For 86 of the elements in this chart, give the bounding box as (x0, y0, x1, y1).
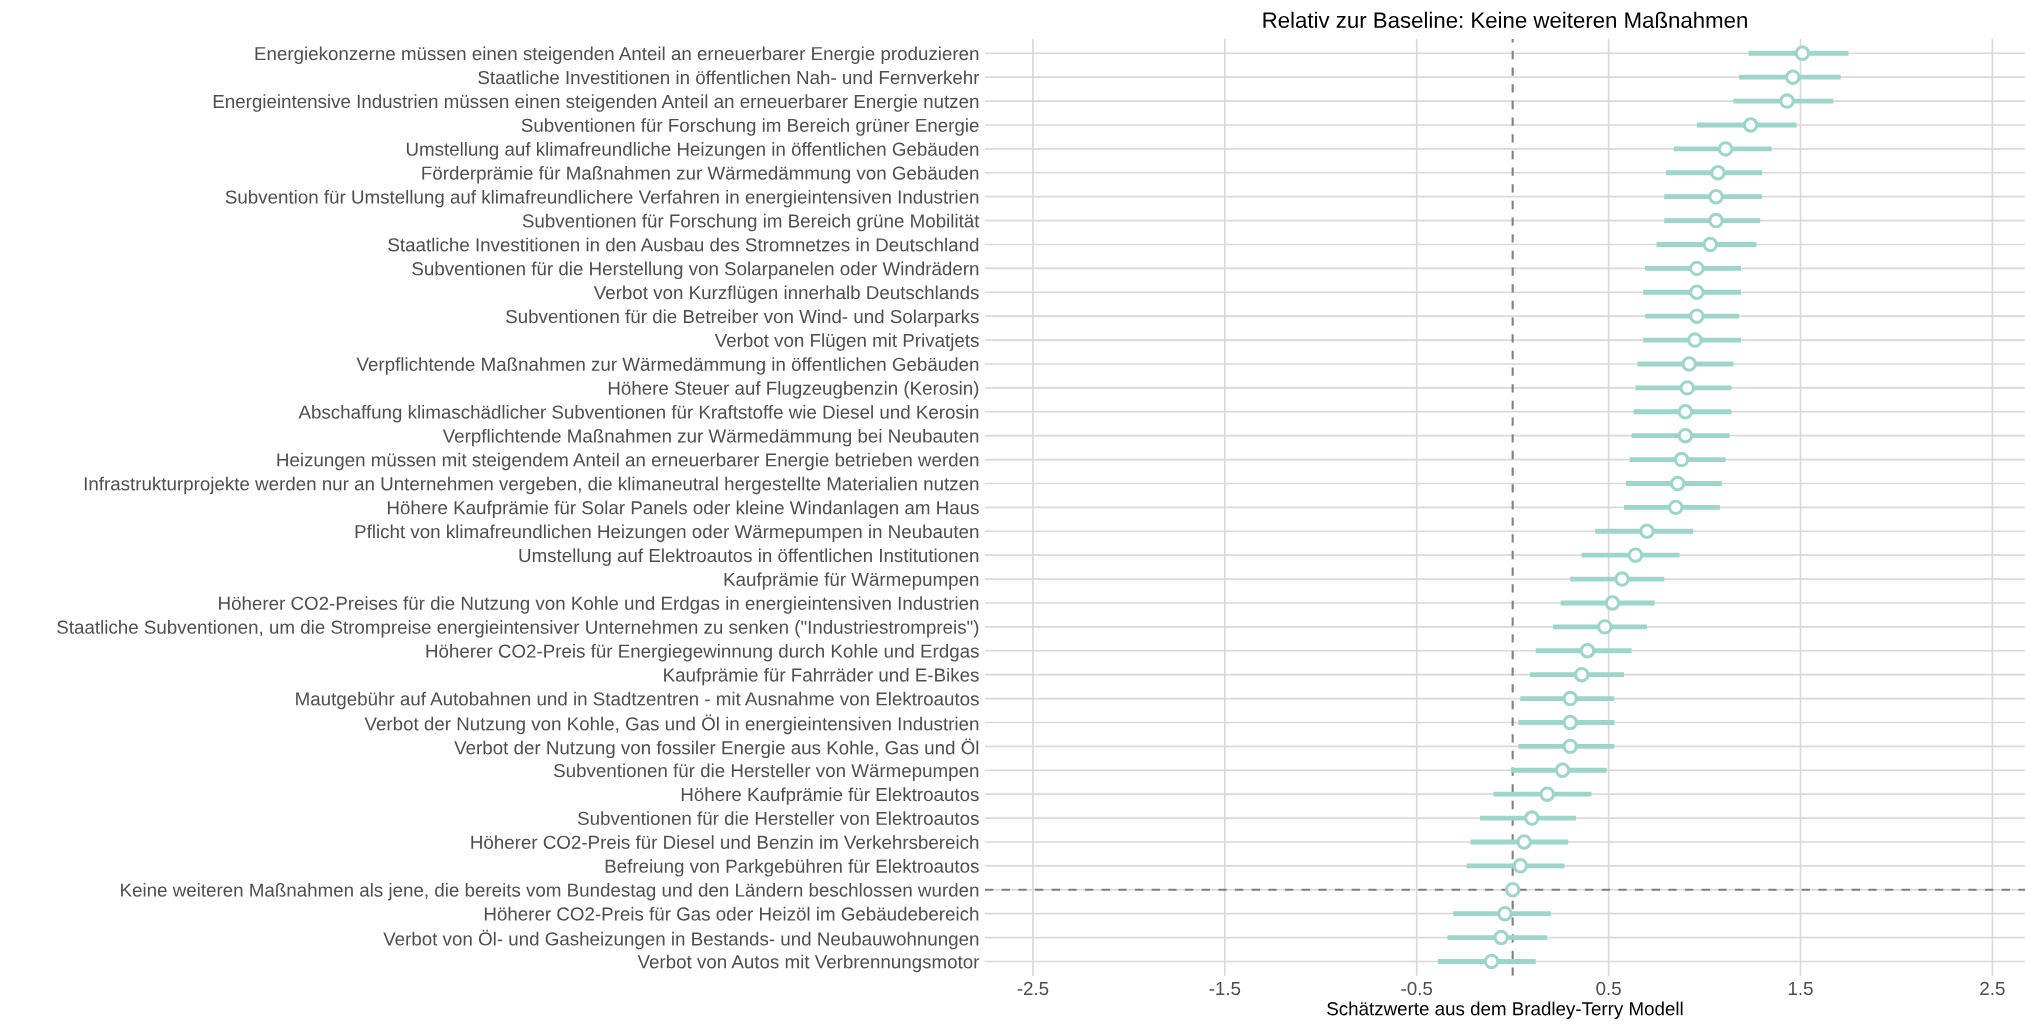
y-tick-label: Subventionen für die Herstellung von Solarpanelen oder Windrädern (412, 261, 979, 280)
y-tick-label: Verbot von Flügen mit Privatjets (714, 333, 979, 351)
point (1785, 69, 1801, 85)
chart-title: Relativ zur Baseline: Keine weiteren Maßnahmen (1263, 11, 1747, 29)
point (1639, 523, 1655, 540)
point (1573, 666, 1590, 683)
point (1717, 141, 1734, 157)
point (1497, 905, 1513, 922)
y-tick-label: Befreiung von Parkgebühren für Elektroautos (605, 859, 979, 877)
x-tick-label: -1.5 (1209, 982, 1241, 996)
point (1677, 427, 1694, 444)
y-tick-label: Höhere Kaufprämie für Solar Panels oder kleine Windanlagen am Haus (387, 500, 979, 519)
y-tick-label: Heizungen müssen mit steigendem Anteil an erneuerbarer Energie betrieben werden (277, 452, 979, 471)
y-tick-label: Staatliche Subventionen, um die Strompreise energieintensiver Unternehmen zu senken ("Industriestrompreis") (57, 620, 979, 638)
point (1539, 786, 1555, 802)
point (1483, 953, 1500, 970)
point (1689, 284, 1705, 301)
point (1516, 834, 1532, 850)
point (1677, 404, 1694, 420)
y-tick-label: Umstellung auf Elektroautos in öffentlichen Institutionen (519, 548, 979, 566)
x-tick-label: -2.5 (1017, 981, 1049, 996)
point (1604, 595, 1621, 611)
point (1597, 619, 1613, 635)
point (1794, 45, 1811, 62)
point (1710, 165, 1726, 181)
point (1779, 93, 1795, 109)
y-tick-label: Subventionen für Forschung im Bereich grüne Mobilität (522, 213, 980, 232)
y-tick-label: Subventionen für die Betreiber von Wind- und Solarparks (506, 309, 979, 327)
y-tick-label: Verbot von Autos mit Verbrennungsmotor (637, 954, 980, 973)
y-tick-label: Verbot von Öl- und Gasheizungen in Bestands- und Neubauwohnungen (383, 929, 979, 950)
y-tick-label: Subvention für Umstellung auf klimafreundlichere Verfahren in energieintensiven Industrien (225, 189, 979, 208)
point (1681, 356, 1697, 372)
x-tick-label: 2.5 (1980, 981, 2005, 996)
y-tick-label: Subventionen für die Hersteller von Wärmepumpen (554, 763, 979, 781)
y-tick-label: Kaufprämie für Fahrräder und E-Bikes (664, 667, 979, 686)
x-tick-label: 0.5 (1596, 981, 1621, 996)
y-tick-label: Verbot von Kurzflügen innerhalb Deutschlands (593, 285, 979, 303)
point (1554, 762, 1571, 779)
y-tick-label: Verbot der Nutzung von Kohle, Gas und Öl in energieintensiven Industrien (364, 714, 979, 735)
y-tick-label: Staatliche Investitionen in den Ausbau des Stromnetzes in Deutschland (388, 237, 979, 252)
y-tick-label: Höherer CO2-Preis für Gas oder Heizöl im Gebäudebereich (484, 906, 979, 921)
x-tick-label: -0.5 (1401, 981, 1433, 996)
y-tick-label: Umstellung auf klimafreundliche Heizungen in öffentlichen Gebäuden (406, 142, 979, 160)
y-tick-label: Keine weiteren Maßnahmen als jene, die bereits vom Bundestag und den Ländern beschlossen wurden (121, 882, 979, 901)
y-tick-label: Energiekonzerne müssen einen steigenden Anteil an erneuerbarer Energie produzieren (255, 46, 979, 64)
y-tick-label: Energieintensive Industrien müssen einen steigenden Anteil an erneuerbarer Energie nutzen (213, 94, 979, 112)
point (1504, 882, 1521, 898)
y-tick-label: Verpflichtende Maßnahmen zur Wärmedämmung bei Neubauten (442, 428, 979, 447)
y-tick-label: Infrastrukturprojekte werden nur an Unternehmen vergeben, die klimaneutral hergestellte Materialien nutzen (84, 476, 979, 495)
y-tick-label: Höherer CO2-Preis für Diesel und Benzin im Verkehrsbereich (471, 835, 979, 849)
point (1742, 117, 1759, 133)
point (1493, 929, 1509, 946)
y-tick-label: Verpflichtende Maßnahmen zur Wärmedämmung in öffentlichen Gebäuden (356, 357, 979, 375)
point (1562, 690, 1578, 707)
y-tick-label: Höherer CO2-Preises für die Nutzung von Kohle und Erdgas in energieintensiven Industrien (219, 596, 979, 614)
point (1614, 571, 1630, 587)
y-tick-label: Subventionen für Forschung im Bereich grüner Energie (521, 118, 979, 136)
point (1702, 236, 1719, 253)
point (1687, 332, 1703, 348)
y-tick-label: Förderprämie für Maßnahmen zur Wärmedämmung von Gebäuden (422, 165, 979, 184)
y-tick-label: Höherer CO2-Preis für Energiegewinnung durch Kohle und Erdgas (426, 643, 979, 662)
y-tick-label: Pflicht von klimafreundlichen Heizungen oder Wärmepumpen in Neubauten (355, 524, 979, 542)
point (1673, 451, 1690, 468)
point (1627, 547, 1644, 563)
y-tick-label: Kaufprämie für Wärmepumpen (724, 572, 979, 590)
y-tick-label: Mautgebühr auf Autobahnen und in Stadtzentren - mit Ausnahme von Elektroautos (296, 691, 979, 710)
point (1562, 714, 1578, 731)
x-axis-title: Schätzwerte aus dem Bradley-Terry Modell (1327, 1001, 1683, 1020)
point (1708, 212, 1724, 229)
point (1689, 260, 1705, 277)
point (1512, 858, 1529, 874)
point (1669, 475, 1686, 492)
y-tick-label: Abschaffung klimaschädlicher Subventionen für Kraftstoffe wie Diesel und Kerosin (298, 404, 979, 423)
point (1679, 380, 1696, 396)
y-tick-label: Subventionen für die Hersteller von Elektroautos (577, 811, 979, 826)
point (1708, 188, 1724, 205)
point (1668, 499, 1684, 516)
point (1524, 810, 1540, 826)
y-tick-label: Höhere Kaufprämie für Elektroautos (681, 787, 979, 805)
x-tick-label: 1.5 (1788, 982, 1813, 996)
y-tick-label: Staatliche Investitionen in öffentlichen Nah- und Fernverkehr (478, 70, 980, 85)
y-tick-label: Höhere Steuer auf Flugzeugbenzin (Kerosin) (608, 381, 979, 399)
point (1562, 738, 1578, 755)
y-tick-label: Verbot der Nutzung von fossiler Energie aus Kohle, Gas und Öl (454, 738, 979, 759)
point (1579, 643, 1596, 659)
point (1689, 308, 1705, 324)
